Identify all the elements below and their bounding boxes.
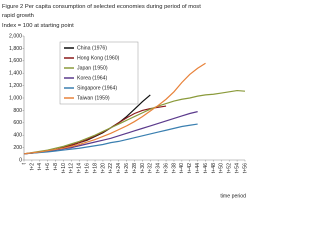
chart: Figure 2 Per capita consumption of selec… [2, 4, 248, 199]
x-tick-label: t+28 [132, 163, 138, 173]
x-tick-label: t+56 [242, 163, 248, 173]
series-line [23, 89, 246, 155]
x-tick-label: t+48 [211, 163, 217, 173]
y-tick-label: 0 [19, 157, 22, 163]
legend: China (1976) Hong Kong (1960) Japan (1950)… [59, 41, 139, 105]
x-tick-label: t+4 [37, 163, 43, 170]
chart-title: Figure 2 Per capita consumption of selec… [2, 4, 201, 19]
x-tick-label: t+6 [45, 163, 51, 170]
chart-subtitle: Index = 100 at starting point [2, 23, 74, 29]
y-tick-label: 1,200 [9, 83, 22, 89]
y-tick-label: 400 [13, 133, 22, 139]
y-tick-label: 800 [13, 108, 22, 114]
x-tick-label: t+26 [124, 163, 130, 173]
x-axis-title: time period [220, 193, 246, 199]
legend-label: Japan (1950) [77, 65, 108, 71]
y-tick-label: 2,000 [9, 33, 22, 39]
x-tick-label: t [21, 162, 27, 164]
legend-label: China (1976) [77, 45, 107, 51]
x-tick-label: t+8 [53, 163, 59, 170]
x-tick-label: t+16 [85, 163, 91, 173]
x-tick-label: t+34 [156, 163, 162, 173]
series-line [23, 123, 198, 155]
legend-label: Hong Kong (1960) [77, 55, 120, 61]
y-tick-label: 1,800 [9, 46, 22, 52]
x-tick-label: t+30 [140, 163, 146, 173]
x-tick-label: t+12 [69, 163, 75, 173]
x-tick-label: t+18 [92, 163, 98, 173]
x-tick-label: t+52 [227, 163, 233, 173]
series-line [23, 111, 198, 155]
page: {"chart_data": {"type": "line", "title":… [2, 4, 249, 200]
legend-label: Korea (1964) [77, 75, 108, 81]
x-tick-label: t+40 [179, 163, 185, 173]
x-tick-label: t+50 [219, 163, 225, 173]
x-tick-label: t+32 [148, 163, 154, 173]
series-line [23, 105, 167, 155]
x-tick-label: t+22 [108, 163, 114, 173]
x-tick-label: t+14 [77, 163, 83, 173]
x-tick-label: t+36 [163, 163, 169, 173]
x-tick-label: t+38 [171, 163, 177, 173]
y-tick-label: 1,600 [9, 58, 22, 64]
x-tick-label: t+54 [234, 163, 240, 173]
series-line [23, 62, 206, 155]
x-tick-label: t+42 [187, 163, 193, 173]
legend-box [59, 41, 139, 105]
x-tick-label: t+44 [195, 163, 201, 173]
x-tick-label: t+20 [100, 163, 106, 173]
x-tick-label: t+10 [61, 163, 67, 173]
x-tick-label: t+46 [203, 163, 209, 173]
y-tick-label: 1,400 [9, 71, 22, 77]
y-tick-label: 1,000 [9, 95, 22, 101]
legend-label: Singapore (1964) [77, 85, 117, 91]
x-tick-label: t+24 [116, 163, 122, 173]
y-tick-label: 200 [13, 145, 22, 151]
y-tick-label: 600 [13, 120, 22, 126]
x-tick-label: t+2 [29, 163, 35, 170]
legend-label: Taiwan (1959) [77, 95, 110, 101]
